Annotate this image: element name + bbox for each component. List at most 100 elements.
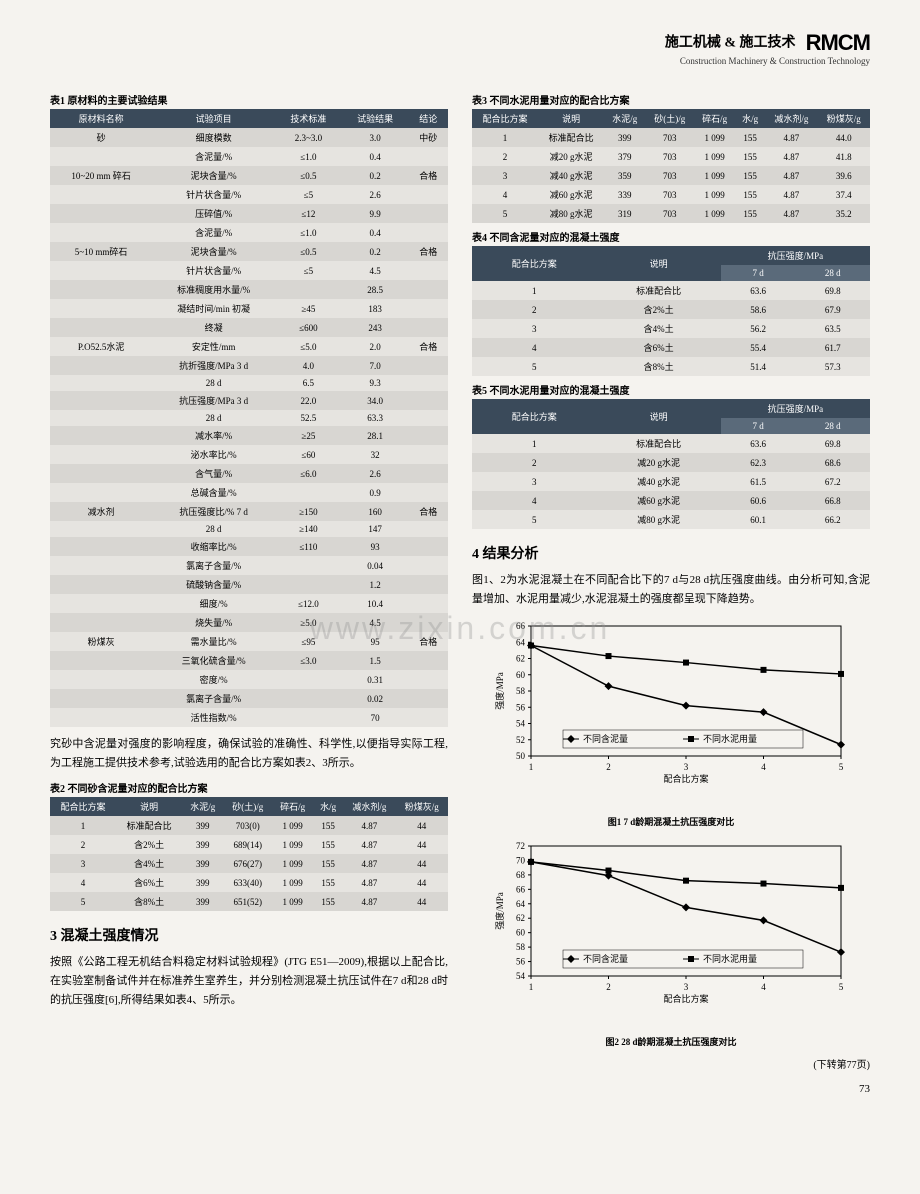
section3-title: 3 混凝土强度情况 [50, 925, 448, 945]
table1: 原材料名称试验项目技术标准试验结果结论砂细度模数2.3~3.03.0中砂含泥量/… [50, 109, 448, 727]
svg-text:配合比方案: 配合比方案 [663, 993, 708, 1004]
continue-note: (下转第77页) [472, 1056, 870, 1071]
table-row: 针片状含量/%≤54.5 [50, 261, 448, 280]
table-row: 含泥量/%≤1.00.4 [50, 147, 448, 166]
svg-text:66: 66 [516, 885, 526, 895]
page-header: 施工机械 & 施工技术 RMCM Construction Machinery … [50, 30, 870, 66]
table-row: P.O52.5水泥安定性/mm≤5.02.0合格 [50, 337, 448, 356]
svg-text:64: 64 [516, 638, 526, 648]
header-logo: RMCM [806, 30, 870, 56]
right-column: 表3 不同水泥用量对应的配合比方案 配合比方案说明水泥/g砂(土)/g碎石/g水… [472, 86, 870, 1071]
table-row: 4减60 g水泥3397031 0991554.8737.4 [472, 185, 870, 204]
table-row: 3减40 g水泥61.567.2 [472, 472, 870, 491]
table-row: 含气量/%≤6.02.6 [50, 464, 448, 483]
svg-text:50: 50 [516, 751, 526, 761]
table-row: 标准稠度用水量/%28.5 [50, 280, 448, 299]
svg-text:70: 70 [516, 856, 526, 866]
table1-title: 表1 原材料的主要试验结果 [50, 92, 448, 107]
table-row: 28 d52.563.3 [50, 410, 448, 426]
svg-text:配合比方案: 配合比方案 [663, 773, 708, 784]
svg-text:1: 1 [529, 762, 534, 772]
svg-text:52: 52 [516, 735, 525, 745]
table-row: 4减60 g水泥60.666.8 [472, 491, 870, 510]
table-row: 三氧化硫含量/%≤3.01.5 [50, 651, 448, 670]
svg-text:64: 64 [516, 899, 526, 909]
table-row: 氯离子含量/%0.02 [50, 689, 448, 708]
svg-text:62: 62 [516, 654, 525, 664]
header-english: Construction Machinery & Construction Te… [50, 56, 870, 66]
table-row: 28 d6.59.3 [50, 375, 448, 391]
table-row: 5~10 mm碎石泥块含量/%≤0.50.2合格 [50, 242, 448, 261]
table-row: 4含6%土399633(40)1 0991554.8744 [50, 873, 448, 892]
left-column: 表1 原材料的主要试验结果 原材料名称试验项目技术标准试验结果结论砂细度模数2.… [50, 86, 448, 1071]
chart1-wrap: 50 52 54 56 58 60 62 64 66 1 2 3 4 5 配合比方案 强度/MPa 不同含泥量 不… [472, 616, 870, 811]
table-row: 2含2%土58.667.9 [472, 300, 870, 319]
table-row: 3含4%土56.263.5 [472, 319, 870, 338]
table-row: 细度/%≤12.010.4 [50, 594, 448, 613]
table-row: 4含6%土55.461.7 [472, 338, 870, 357]
section4-body: 图1、2为水泥混凝土在不同配合比下的7 d与28 d抗压强度曲线。由分析可知,含… [472, 571, 870, 608]
section3-body: 按照《公路工程无机结合料稳定材料试验规程》(JTG E51—2009),根据以上… [50, 953, 448, 1009]
table-row: 5减80 g水泥3197031 0991554.8735.2 [472, 204, 870, 223]
table-row: 终凝≤600243 [50, 318, 448, 337]
table-row: 抗折强度/MPa 3 d4.07.0 [50, 356, 448, 375]
svg-text:62: 62 [516, 914, 525, 924]
svg-text:2: 2 [606, 762, 611, 772]
table-row: 针片状含量/%≤52.6 [50, 185, 448, 204]
table3: 配合比方案说明水泥/g砂(土)/g碎石/g水/g减水剂/g粉煤灰/g1标准配合比… [472, 109, 870, 223]
svg-text:54: 54 [516, 719, 526, 729]
table-row: 压碎值/%≤129.9 [50, 204, 448, 223]
table-row: 10~20 mm 碎石泥块含量/%≤0.50.2合格 [50, 166, 448, 185]
page-number: 73 [50, 1083, 870, 1095]
svg-text:60: 60 [516, 670, 526, 680]
table-row: 总碱含量/%0.9 [50, 483, 448, 502]
table3-title: 表3 不同水泥用量对应的配合比方案 [472, 92, 870, 107]
table-row: 5减80 g水泥60.166.2 [472, 510, 870, 529]
svg-text:不同含泥量: 不同含泥量 [583, 733, 628, 744]
table-row: 凝结时间/min 初凝≥45183 [50, 299, 448, 318]
header-chinese: 施工机械 & 施工技术 [665, 36, 796, 51]
svg-text:66: 66 [516, 621, 526, 631]
table-row: 2减20 g水泥3797031 0991554.8741.8 [472, 147, 870, 166]
section4-title: 4 结果分析 [472, 543, 870, 563]
svg-text:1: 1 [529, 982, 534, 992]
table-row: 5含8%土399651(52)1 0991554.8744 [50, 892, 448, 911]
table-row: 3减40 g水泥3597031 0991554.8739.6 [472, 166, 870, 185]
table-row: 1标准配合比3997031 0991554.8744.0 [472, 128, 870, 147]
svg-text:2: 2 [606, 982, 611, 992]
table-row: 2减20 g水泥62.368.6 [472, 453, 870, 472]
svg-text:58: 58 [516, 942, 526, 952]
svg-text:5: 5 [839, 762, 844, 772]
table-row: 粉煤灰需水量比/%≤9595合格 [50, 632, 448, 651]
table-row: 1标准配合比399703(0)1 0991554.8744 [50, 816, 448, 835]
table-row: 2含2%土399689(14)1 0991554.8744 [50, 835, 448, 854]
svg-text:56: 56 [516, 703, 526, 713]
table-row: 烧失量/%≥5.04.5 [50, 613, 448, 632]
table-row: 1标准配合比63.669.8 [472, 281, 870, 300]
svg-text:3: 3 [684, 762, 689, 772]
table2: 配合比方案说明水泥/g砂(土)/g碎石/g水/g减水剂/g粉煤灰/g1标准配合比… [50, 797, 448, 911]
table-row: 5含8%土51.457.3 [472, 357, 870, 376]
table-row: 收缩率比/%≤11093 [50, 537, 448, 556]
svg-text:不同含泥量: 不同含泥量 [583, 953, 628, 964]
table5: 配合比方案说明抗压强度/MPa7 d28 d1标准配合比63.669.82减20… [472, 399, 870, 529]
table-row: 硫酸钠含量/%1.2 [50, 575, 448, 594]
table-row: 密度/%0.31 [50, 670, 448, 689]
svg-text:不同水泥用量: 不同水泥用量 [703, 733, 757, 744]
svg-text:4: 4 [761, 982, 766, 992]
svg-text:不同水泥用量: 不同水泥用量 [703, 953, 757, 964]
table2-title: 表2 不同砂含泥量对应的配合比方案 [50, 780, 448, 795]
svg-text:68: 68 [516, 870, 526, 880]
svg-text:58: 58 [516, 686, 526, 696]
table4-title: 表4 不同含泥量对应的混凝土强度 [472, 229, 870, 244]
svg-text:60: 60 [516, 928, 526, 938]
svg-text:强度/MPa: 强度/MPa [494, 893, 505, 931]
table-row: 砂细度模数2.3~3.03.0中砂 [50, 128, 448, 147]
svg-text:4: 4 [761, 762, 766, 772]
table-row: 减水率/%≥2528.1 [50, 426, 448, 445]
table-row: 3含4%土399676(27)1 0991554.8744 [50, 854, 448, 873]
table-row: 28 d≥140147 [50, 521, 448, 537]
table4: 配合比方案说明抗压强度/MPa7 d28 d1标准配合比63.669.82含2%… [472, 246, 870, 376]
table-row: 活性指数/%70 [50, 708, 448, 727]
svg-text:强度/MPa: 强度/MPa [494, 673, 505, 711]
